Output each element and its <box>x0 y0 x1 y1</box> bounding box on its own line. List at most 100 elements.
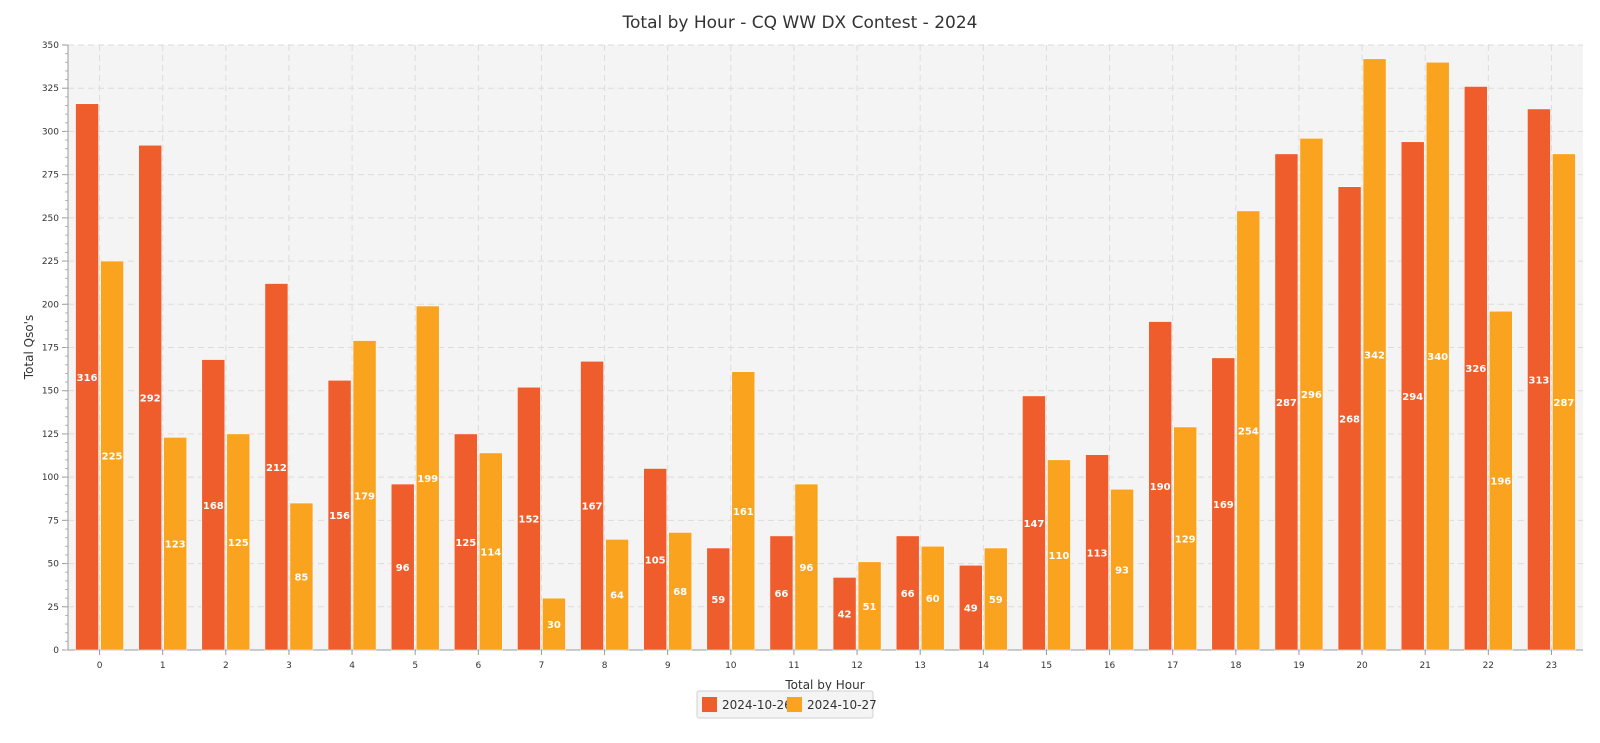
bar-2024-10-27-hour-2 <box>226 433 251 651</box>
bar-data-label: 326 <box>1465 364 1486 375</box>
x-tick-label: 21 <box>1419 661 1430 671</box>
bar-data-label: 287 <box>1554 398 1575 409</box>
bar-data-label: 59 <box>989 595 1003 606</box>
bar-data-label: 93 <box>1115 566 1129 577</box>
bar-2024-10-27-hour-15 <box>1047 459 1071 651</box>
y-tick-label: 125 <box>42 430 59 440</box>
bar-2024-10-26-hour-0 <box>75 103 99 651</box>
legend: 2024-10-26 2024-10-27 <box>696 690 877 719</box>
bar-2024-10-27-hour-14 <box>984 547 1008 651</box>
y-tick-label: 175 <box>42 344 59 354</box>
bar-data-label: 169 <box>1213 500 1234 511</box>
bar-2024-10-27-hour-9 <box>668 532 692 651</box>
bar-data-label: 30 <box>547 620 561 631</box>
y-tick-label: 100 <box>42 473 59 483</box>
bar-2024-10-26-hour-23 <box>1527 108 1551 651</box>
bar-2024-10-27-hour-22 <box>1489 310 1513 651</box>
x-tick-label: 0 <box>97 661 103 671</box>
legend-swatch <box>787 697 802 712</box>
bar-data-label: 316 <box>77 373 98 384</box>
bar-data-label: 212 <box>266 463 287 474</box>
y-axis: 0 25 50 75 100 125 150 175 200 225 250 275 300 325 350 <box>42 41 69 656</box>
legend-entry: 2024-10-27 <box>807 698 877 712</box>
y-tick-label: 250 <box>42 214 59 224</box>
x-tick-label: 19 <box>1293 661 1305 671</box>
bar-data-label: 66 <box>901 589 915 600</box>
bar-2024-10-27-hour-16 <box>1110 488 1134 651</box>
x-tick-label: 12 <box>851 661 862 671</box>
x-tick-label: 16 <box>1104 661 1116 671</box>
bar-2024-10-26-hour-14 <box>959 565 983 651</box>
x-tick-label: 11 <box>788 661 799 671</box>
bar-2024-10-26-hour-1 <box>138 145 162 651</box>
bar-data-label: 105 <box>645 555 666 566</box>
bar-2024-10-26-hour-22 <box>1464 86 1488 651</box>
bar-2024-10-26-hour-16 <box>1085 454 1109 651</box>
bar-2024-10-27-hour-21 <box>1425 62 1450 651</box>
bar-2024-10-27-hour-3 <box>289 502 314 651</box>
bar-2024-10-27-hour-17 <box>1173 426 1197 651</box>
bar-2024-10-26-hour-10 <box>706 547 731 651</box>
bar-2024-10-27-hour-0 <box>100 260 124 651</box>
bar-2024-10-26-hour-6 <box>454 433 478 651</box>
bar-data-label: 85 <box>294 573 308 584</box>
bar-data-label: 342 <box>1364 350 1385 361</box>
bar-2024-10-27-hour-4 <box>352 340 377 651</box>
bar-data-label: 114 <box>480 547 501 558</box>
bar-data-label: 161 <box>733 507 754 518</box>
bar-2024-10-26-hour-18 <box>1211 357 1236 651</box>
bar-data-label: 96 <box>396 563 410 574</box>
bar-data-label: 51 <box>863 602 877 613</box>
bar-2024-10-27-hour-5 <box>415 305 440 651</box>
bar-2024-10-26-hour-19 <box>1274 153 1299 651</box>
bar-data-label: 60 <box>926 594 940 605</box>
bar-2024-10-27-hour-8 <box>605 539 629 651</box>
bar-2024-10-27-hour-7 <box>542 597 566 651</box>
bar-2024-10-27-hour-1 <box>163 437 187 651</box>
x-tick-label: 23 <box>1546 661 1557 671</box>
y-tick-label: 200 <box>42 300 59 310</box>
x-tick-label: 18 <box>1230 661 1242 671</box>
bar-2024-10-26-hour-13 <box>895 535 920 651</box>
x-tick-label: 10 <box>725 661 737 671</box>
x-tick-label: 17 <box>1167 661 1178 671</box>
bar-2024-10-26-hour-20 <box>1337 186 1362 651</box>
bar-data-label: 268 <box>1339 414 1360 425</box>
y-tick-label: 75 <box>48 516 59 526</box>
bar-data-label: 125 <box>228 538 249 549</box>
bar-data-label: 147 <box>1024 519 1045 530</box>
bar-data-label: 96 <box>799 563 813 574</box>
bar-data-label: 179 <box>354 491 375 502</box>
bar-2024-10-26-hour-3 <box>264 283 289 651</box>
bar-data-label: 313 <box>1529 375 1550 386</box>
x-tick-label: 22 <box>1483 661 1494 671</box>
y-tick-label: 150 <box>42 387 59 397</box>
bar-2024-10-26-hour-4 <box>327 380 352 651</box>
bar-2024-10-26-hour-7 <box>517 387 541 651</box>
x-tick-label: 1 <box>160 661 166 671</box>
bar-data-label: 123 <box>165 540 186 551</box>
y-tick-label: 325 <box>42 84 59 94</box>
bar-2024-10-27-hour-11 <box>794 483 819 651</box>
bar-data-label: 59 <box>711 595 725 606</box>
bar-2024-10-26-hour-2 <box>201 359 226 651</box>
bar-2024-10-27-hour-13 <box>920 546 945 651</box>
bar-2024-10-27-hour-10 <box>731 371 756 651</box>
x-axis-label: Total by Hour <box>784 678 864 692</box>
bar-data-label: 287 <box>1276 398 1297 409</box>
bar-data-label: 110 <box>1049 551 1070 562</box>
bar-2024-10-26-hour-9 <box>643 468 667 651</box>
bar-data-label: 225 <box>102 452 123 463</box>
y-tick-label: 0 <box>53 646 59 656</box>
x-tick-label: 5 <box>412 661 418 671</box>
x-tick-label: 14 <box>978 661 990 671</box>
y-axis-label: Total Qso's <box>22 315 36 380</box>
bar-data-label: 49 <box>964 604 978 615</box>
grid <box>68 44 1583 650</box>
bar-2024-10-27-hour-19 <box>1299 138 1324 651</box>
bar-data-label: 68 <box>673 587 687 598</box>
x-axis: 0 1 2 3 4 5 6 7 8 9 10 11 12 13 14 15 16 17 18 19 20 21 22 23 <box>68 649 1583 671</box>
x-tick-label: 2 <box>223 661 229 671</box>
bar-2024-10-26-hour-21 <box>1400 141 1425 651</box>
